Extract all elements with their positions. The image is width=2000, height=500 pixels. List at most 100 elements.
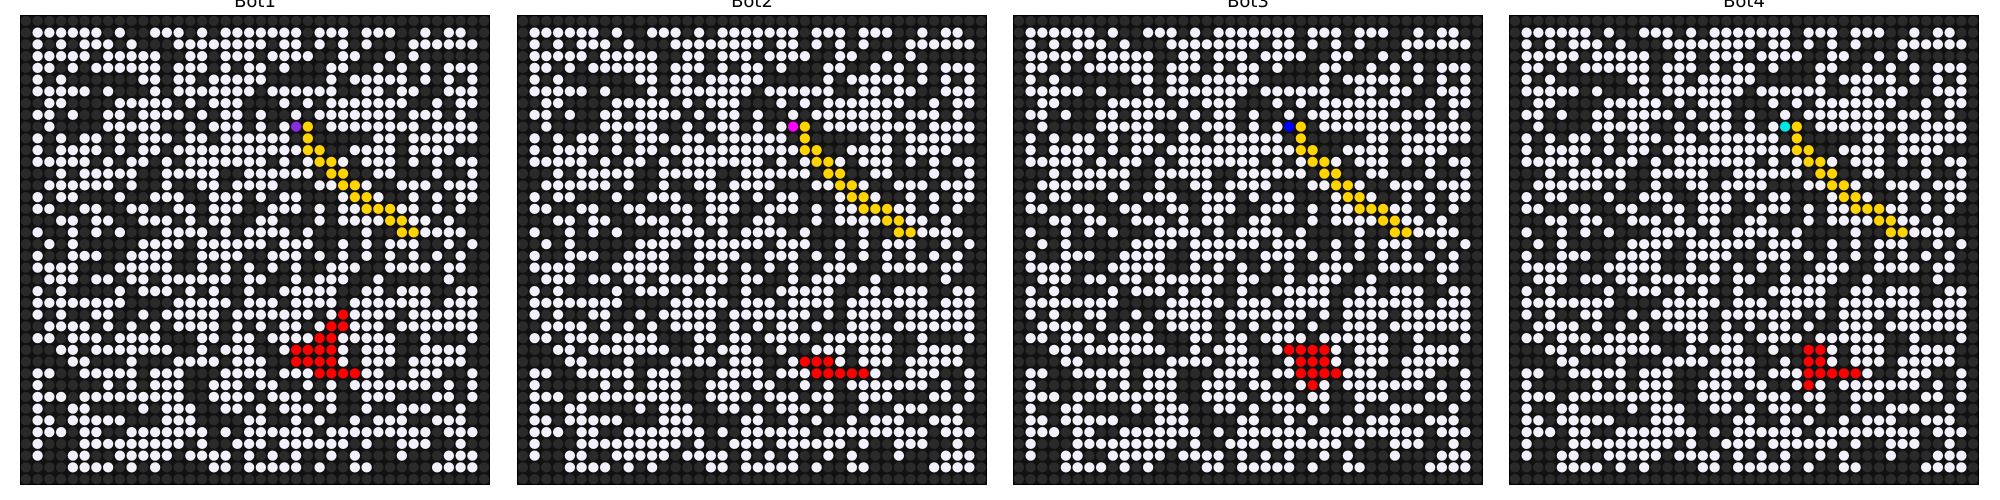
open-cell (1826, 50, 1838, 62)
wall-cell (764, 344, 775, 356)
open-cell (67, 227, 79, 238)
wall-cell (467, 403, 478, 414)
wall-cell (337, 144, 349, 156)
wall-cell (1260, 97, 1271, 109)
open-cell (290, 285, 302, 297)
wall-cell (1060, 74, 1072, 85)
open-cell (823, 403, 834, 414)
open-cell (1084, 133, 1095, 144)
open-cell (905, 426, 916, 438)
wall-cell (764, 109, 775, 121)
open-cell (161, 180, 173, 191)
open-cell (846, 450, 858, 461)
open-cell (243, 391, 255, 403)
open-cell (1283, 39, 1295, 50)
open-cell (1436, 86, 1448, 97)
open-cell (940, 262, 952, 273)
open-cell (670, 368, 681, 379)
open-cell (467, 168, 478, 179)
wall-cell (1319, 415, 1330, 426)
open-cell (1448, 356, 1459, 367)
open-cell (384, 238, 396, 250)
open-cell (1260, 168, 1271, 179)
path-cell (314, 156, 325, 168)
wall-cell (20, 379, 32, 391)
open-cell (1389, 180, 1401, 191)
wall-cell (20, 262, 32, 273)
open-cell (670, 415, 681, 426)
open-cell (161, 450, 173, 461)
open-cell (1354, 438, 1365, 450)
open-cell (67, 62, 79, 74)
path-cell (1330, 168, 1342, 179)
wall-cell (682, 180, 693, 191)
open-cell (1025, 74, 1036, 85)
wall-cell (349, 473, 361, 485)
open-cell (408, 356, 419, 367)
open-cell (682, 309, 693, 320)
wall-cell (834, 321, 846, 332)
wall-cell (729, 215, 740, 226)
wall-cell (576, 121, 587, 132)
open-cell (893, 238, 905, 250)
wall-cell (102, 285, 114, 297)
wall-cell (517, 97, 529, 109)
wall-cell (729, 426, 740, 438)
open-cell (846, 203, 858, 215)
open-cell (729, 191, 740, 203)
open-cell (431, 391, 443, 403)
open-cell (138, 156, 149, 168)
open-cell (138, 450, 149, 461)
open-cell (1142, 238, 1154, 250)
wall-cell (1471, 15, 1483, 27)
wall-cell (1389, 168, 1401, 179)
wall-cell (55, 415, 67, 426)
open-cell (834, 344, 846, 356)
wall-cell (138, 321, 149, 332)
open-cell (1697, 39, 1709, 50)
open-cell (408, 203, 419, 215)
open-cell (705, 309, 717, 320)
open-cell (455, 462, 466, 473)
path-cell (811, 144, 822, 156)
wall-cell (1471, 450, 1483, 461)
open-cell (255, 227, 267, 238)
wall-cell (314, 309, 325, 320)
wall-cell (541, 438, 552, 450)
open-cell (55, 180, 67, 191)
open-cell (623, 250, 634, 262)
wall-cell (975, 285, 987, 297)
wall-cell (646, 156, 658, 168)
wall-cell (823, 462, 834, 473)
wall-cell (787, 133, 799, 144)
wall-cell (138, 227, 149, 238)
open-cell (1603, 50, 1615, 62)
open-cell (729, 438, 740, 450)
open-cell (1295, 238, 1307, 250)
wall-cell (552, 379, 564, 391)
wall-cell (517, 250, 529, 262)
open-cell (1201, 203, 1213, 215)
open-cell (1354, 344, 1365, 356)
open-cell (373, 121, 384, 132)
wall-cell (478, 297, 490, 309)
open-cell (384, 144, 396, 156)
wall-cell (232, 285, 243, 297)
wall-cell (1295, 250, 1307, 262)
open-cell (361, 332, 372, 344)
wall-cell (1471, 415, 1483, 426)
open-cell (646, 250, 658, 262)
open-cell (1037, 62, 1048, 74)
open-cell (764, 462, 775, 473)
open-cell (917, 144, 928, 156)
wall-cell (1236, 321, 1248, 332)
open-cell (588, 180, 599, 191)
wall-cell (517, 285, 529, 297)
open-cell (693, 86, 705, 97)
open-cell (858, 27, 869, 38)
open-cell (126, 39, 137, 50)
open-cell (1330, 62, 1342, 74)
open-cell (870, 109, 881, 121)
open-cell (1189, 297, 1201, 309)
open-cell (361, 238, 372, 250)
